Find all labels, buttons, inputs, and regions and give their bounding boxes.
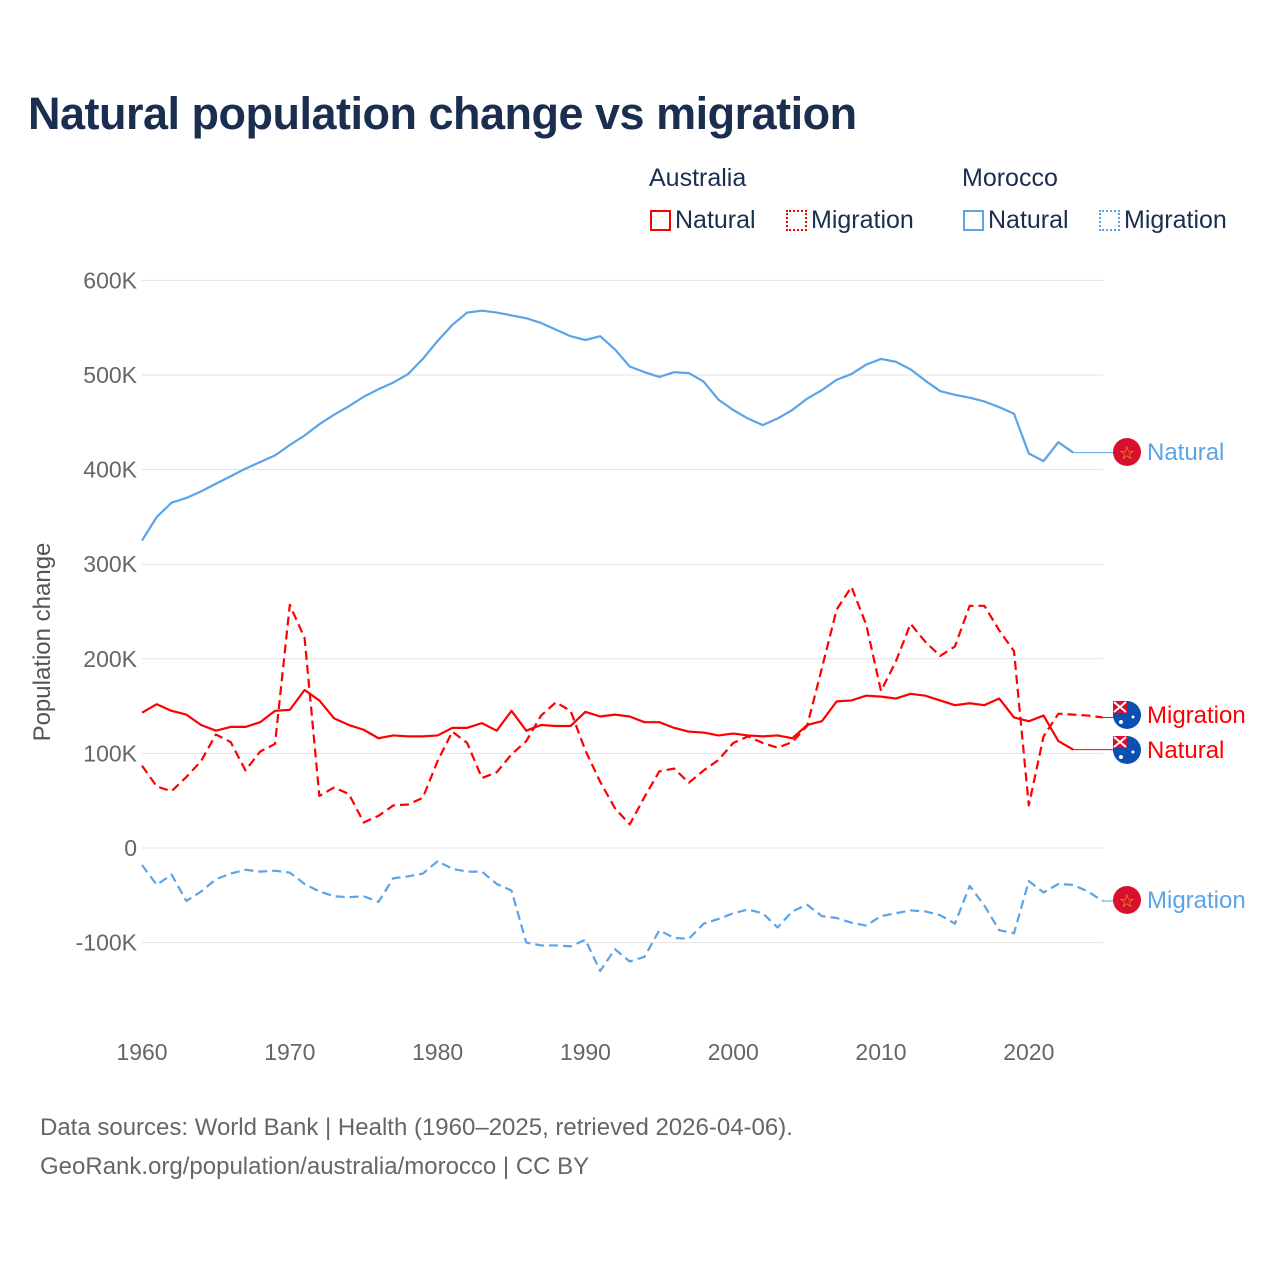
footer-link[interactable]: GeoRank.org/population/australia/morocco… (40, 1153, 590, 1180)
series-line-australia-natural (141, 688, 1074, 751)
morocco-flag-icon: ☆ (1113, 438, 1141, 466)
series-end-label: Natural (1147, 737, 1224, 764)
x-tick-label: 2010 (855, 1039, 906, 1065)
x-tick-label: 1990 (560, 1039, 611, 1065)
series-line-morocco-migration (141, 860, 1104, 973)
y-tick-label: 400K (83, 457, 137, 483)
y-axis-label: Population change (29, 543, 56, 742)
legend-label: Natural (988, 206, 1069, 234)
y-tick-label: 100K (83, 740, 137, 766)
y-tick-label: 0 (124, 835, 137, 861)
dotted-swatch-icon (786, 210, 807, 231)
legend-label: Natural (675, 206, 756, 234)
solid-swatch-icon (963, 210, 984, 231)
chart-title: Natural population change vs migration (28, 88, 857, 139)
y-tick-label: 500K (83, 362, 137, 388)
solid-swatch-icon (650, 210, 671, 231)
svg-text:☆: ☆ (1119, 891, 1135, 911)
y-tick-label: 600K (83, 267, 137, 293)
series-line-australia-migration (141, 585, 1103, 826)
x-tick-label: 1960 (116, 1039, 167, 1065)
y-tick-label: -100K (76, 930, 138, 956)
legend-australia-natural[interactable]: Natural (650, 206, 756, 235)
legend-morocco-natural[interactable]: Natural (963, 206, 1069, 235)
dotted-swatch-icon (1099, 210, 1120, 231)
y-tick-label: 200K (83, 646, 137, 672)
australia-flag-icon (1113, 701, 1141, 729)
x-tick-label: 2020 (1003, 1039, 1054, 1065)
series-end-label: Migration (1147, 702, 1246, 729)
svg-text:☆: ☆ (1119, 443, 1135, 463)
x-tick-label: 1980 (412, 1039, 463, 1065)
legend-australia-migration[interactable]: Migration (786, 206, 914, 235)
legend-group-australia: Australia (649, 164, 747, 192)
legend-morocco-migration[interactable]: Migration (1099, 206, 1227, 235)
legend-label: Migration (1124, 206, 1227, 234)
x-tick-label: 1970 (264, 1039, 315, 1065)
x-tick-label: 2000 (708, 1039, 759, 1065)
series-end-label: Migration (1147, 887, 1246, 914)
footer: Data sources: World Bank | Health (1960–… (40, 1108, 793, 1186)
australia-flag-icon (1113, 736, 1141, 764)
legend-label: Migration (811, 206, 914, 234)
y-tick-label: 300K (83, 551, 137, 577)
morocco-flag-icon: ☆ (1113, 886, 1141, 914)
legend-group-morocco: Morocco (962, 164, 1058, 192)
footer-sources: Data sources: World Bank | Health (1960–… (40, 1114, 793, 1141)
series-end-label: Natural (1147, 439, 1224, 466)
series-line-morocco-natural (141, 309, 1074, 542)
